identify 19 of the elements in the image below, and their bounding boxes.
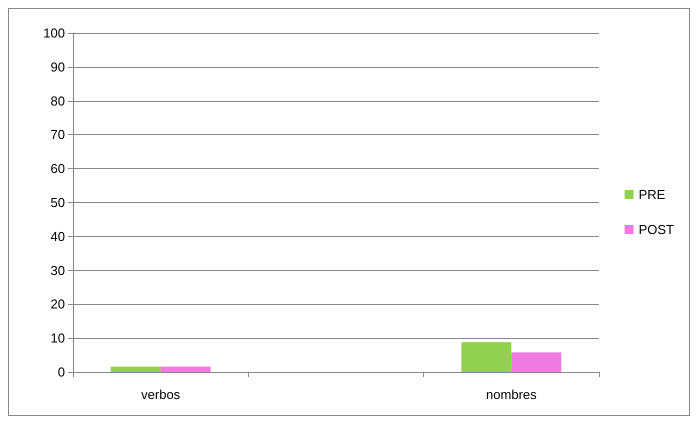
bar <box>511 352 562 372</box>
y-tick-label: 50 <box>50 195 65 210</box>
y-tick-label: 30 <box>50 262 65 278</box>
x-tick-label: nombres <box>486 387 538 402</box>
y-tick-label: 20 <box>50 296 65 312</box>
y-tick-label: 40 <box>50 228 65 244</box>
bar <box>461 342 512 372</box>
bar <box>160 366 211 372</box>
legend-label: POST <box>638 222 674 237</box>
y-tick-label: 90 <box>50 59 65 74</box>
y-tick-label: 0 <box>58 364 65 380</box>
bar <box>110 366 161 372</box>
x-tick-label: verbos <box>141 387 181 402</box>
y-tick-label: 10 <box>50 330 65 346</box>
legend-label: PRE <box>638 187 666 202</box>
y-tick-label: 70 <box>50 127 65 142</box>
y-tick-label: 60 <box>50 161 65 176</box>
y-tick-label: 80 <box>50 93 65 108</box>
y-tick-label: 100 <box>43 26 65 40</box>
